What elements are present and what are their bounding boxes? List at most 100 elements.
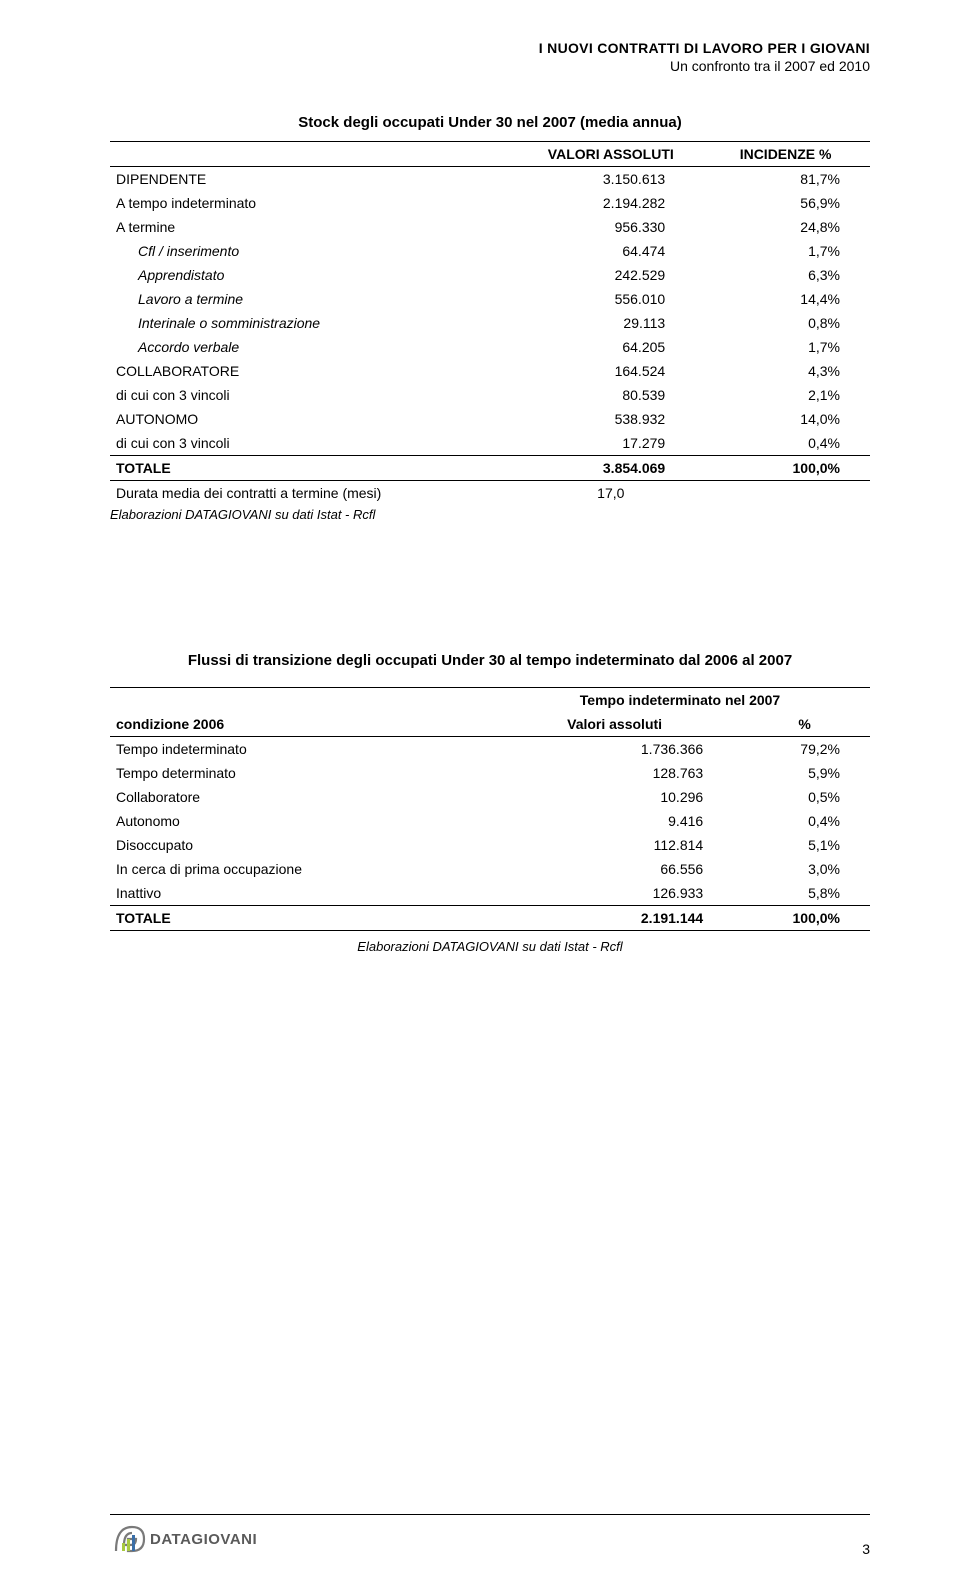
row-value: 538.932 — [520, 407, 695, 431]
row-value: 10.296 — [490, 785, 733, 809]
table2-total-v1: 2.191.144 — [490, 906, 733, 931]
row-pct: 24,8% — [695, 215, 870, 239]
table1-total-v1: 3.854.069 — [520, 456, 695, 481]
table2-source: Elaborazioni DATAGIOVANI su dati Istat -… — [110, 939, 870, 954]
table-row: In cerca di prima occupazione66.5563,0% — [110, 857, 870, 881]
table1: VALORI ASSOLUTI INCIDENZE % DIPENDENTE3.… — [110, 141, 870, 505]
row-value: 66.556 — [490, 857, 733, 881]
header-subtitle: Un confronto tra il 2007 ed 2010 — [110, 58, 870, 74]
table-row: Collaboratore10.2960,5% — [110, 785, 870, 809]
header-title: I NUOVI CONTRATTI DI LAVORO PER I GIOVAN… — [110, 40, 870, 56]
table1-total-v2: 100,0% — [695, 456, 870, 481]
row-pct: 56,9% — [695, 191, 870, 215]
row-value: 64.474 — [520, 239, 695, 263]
row-label: Disoccupato — [110, 833, 490, 857]
row-label: Inattivo — [110, 881, 490, 906]
table-row: Apprendistato242.5296,3% — [110, 263, 870, 287]
row-value: 112.814 — [490, 833, 733, 857]
row-value: 242.529 — [520, 263, 695, 287]
table2-superheader-row: Tempo indeterminato nel 2007 — [110, 688, 870, 713]
row-pct: 0,5% — [733, 785, 870, 809]
row-pct: 5,8% — [733, 881, 870, 906]
table-row: di cui con 3 vincoli17.2790,4% — [110, 431, 870, 456]
row-label: di cui con 3 vincoli — [110, 383, 520, 407]
table1-source: Elaborazioni DATAGIOVANI su dati Istat -… — [110, 507, 870, 522]
table-row: AUTONOMO538.93214,0% — [110, 407, 870, 431]
row-pct: 79,2% — [733, 737, 870, 762]
table1-section: Stock degli occupati Under 30 nel 2007 (… — [110, 114, 870, 522]
row-value: 64.205 — [520, 335, 695, 359]
row-value: 80.539 — [520, 383, 695, 407]
row-label: Accordo verbale — [110, 335, 520, 359]
row-label: COLLABORATORE — [110, 359, 520, 383]
table1-head-valori: VALORI ASSOLUTI — [520, 142, 695, 167]
table1-head-incidenze: INCIDENZE % — [695, 142, 870, 167]
table2-section: Flussi di transizione degli occupati Und… — [110, 652, 870, 954]
table2: Tempo indeterminato nel 2007 condizione … — [110, 687, 870, 931]
row-value: 126.933 — [490, 881, 733, 906]
row-pct: 14,0% — [695, 407, 870, 431]
row-label: Tempo indeterminato — [110, 737, 490, 762]
table-row: di cui con 3 vincoli80.5392,1% — [110, 383, 870, 407]
row-value: 29.113 — [520, 311, 695, 335]
table1-extra-v1: 17,0 — [520, 481, 695, 506]
row-label: In cerca di prima occupazione — [110, 857, 490, 881]
table-row: Accordo verbale64.2051,7% — [110, 335, 870, 359]
row-value: 956.330 — [520, 215, 695, 239]
row-pct: 5,1% — [733, 833, 870, 857]
row-value: 164.524 — [520, 359, 695, 383]
page-number: 3 — [862, 1541, 870, 1557]
table-row: A termine956.33024,8% — [110, 215, 870, 239]
table-row: Cfl / inserimento64.4741,7% — [110, 239, 870, 263]
table-row: Disoccupato112.8145,1% — [110, 833, 870, 857]
table2-total-v2: 100,0% — [733, 906, 870, 931]
table1-extra-row: Durata media dei contratti a termine (me… — [110, 481, 870, 506]
row-pct: 0,4% — [695, 431, 870, 456]
row-pct: 4,3% — [695, 359, 870, 383]
table1-title: Stock degli occupati Under 30 nel 2007 (… — [110, 114, 870, 131]
page-header: I NUOVI CONTRATTI DI LAVORO PER I GIOVAN… — [110, 40, 870, 74]
table-row: Inattivo126.9335,8% — [110, 881, 870, 906]
row-label: Autonomo — [110, 809, 490, 833]
row-pct: 1,7% — [695, 335, 870, 359]
row-label: A termine — [110, 215, 520, 239]
table-row: A tempo indeterminato2.194.28256,9% — [110, 191, 870, 215]
row-label: DIPENDENTE — [110, 167, 520, 192]
table1-header-row: VALORI ASSOLUTI INCIDENZE % — [110, 142, 870, 167]
row-label: AUTONOMO — [110, 407, 520, 431]
row-label: Interinale o somministrazione — [110, 311, 520, 335]
table2-total-label: TOTALE — [110, 906, 490, 931]
table-row: Tempo determinato128.7635,9% — [110, 761, 870, 785]
table1-head-blank — [110, 142, 520, 167]
table-row: Autonomo9.4160,4% — [110, 809, 870, 833]
row-value: 556.010 — [520, 287, 695, 311]
row-label: Tempo determinato — [110, 761, 490, 785]
table-row: Interinale o somministrazione29.1130,8% — [110, 311, 870, 335]
row-value: 3.150.613 — [520, 167, 695, 192]
table-row: Lavoro a termine556.01014,4% — [110, 287, 870, 311]
row-pct: 2,1% — [695, 383, 870, 407]
row-pct: 6,3% — [695, 263, 870, 287]
logo-icon — [110, 1521, 146, 1557]
row-pct: 81,7% — [695, 167, 870, 192]
row-value: 1.736.366 — [490, 737, 733, 762]
table2-title: Flussi di transizione degli occupati Und… — [110, 652, 870, 669]
row-value: 9.416 — [490, 809, 733, 833]
row-label: A tempo indeterminato — [110, 191, 520, 215]
table-row: DIPENDENTE3.150.61381,7% — [110, 167, 870, 192]
table1-extra-v2 — [695, 481, 870, 506]
row-value: 2.194.282 — [520, 191, 695, 215]
row-label: Apprendistato — [110, 263, 520, 287]
table-row: COLLABORATORE164.5244,3% — [110, 359, 870, 383]
table2-subhead-pct: % — [733, 712, 870, 737]
table2-superheader: Tempo indeterminato nel 2007 — [490, 688, 870, 713]
page-footer: DATAGIOVANI 3 — [0, 1514, 960, 1557]
table1-extra-label: Durata media dei contratti a termine (me… — [110, 481, 520, 506]
row-pct: 1,7% — [695, 239, 870, 263]
row-pct: 5,9% — [733, 761, 870, 785]
table1-total-label: TOTALE — [110, 456, 520, 481]
row-label: Cfl / inserimento — [110, 239, 520, 263]
table2-corner: condizione 2006 — [110, 712, 490, 737]
row-value: 128.763 — [490, 761, 733, 785]
row-label: Lavoro a termine — [110, 287, 520, 311]
